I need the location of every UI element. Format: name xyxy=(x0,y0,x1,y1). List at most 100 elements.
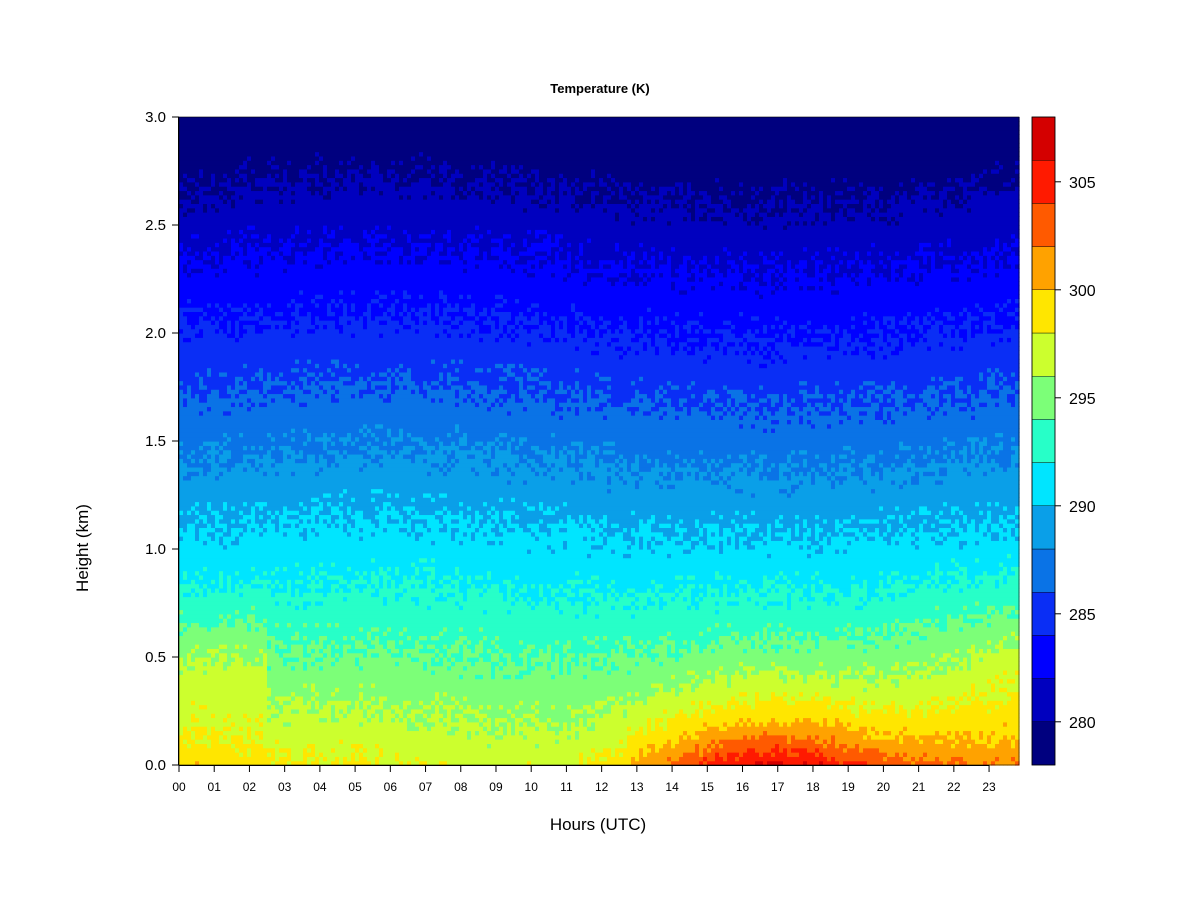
heatmap-cell xyxy=(307,389,312,394)
heatmap-cell xyxy=(191,381,196,386)
heatmap-cell xyxy=(279,320,284,325)
heatmap-cell xyxy=(267,139,272,144)
heatmap-cell xyxy=(271,337,276,342)
heatmap-cell xyxy=(299,709,304,714)
heatmap-cell xyxy=(291,255,296,260)
heatmap-cell xyxy=(227,350,232,355)
heatmap-cell xyxy=(195,510,200,515)
heatmap-cell xyxy=(223,622,228,627)
heatmap-cell xyxy=(219,419,224,424)
heatmap-cell xyxy=(287,264,292,269)
heatmap-cell xyxy=(239,203,244,208)
heatmap-cell xyxy=(235,324,240,329)
heatmap-cell xyxy=(299,186,304,191)
heatmap-cell xyxy=(207,173,212,178)
heatmap-cell xyxy=(235,437,240,442)
heatmap-cell xyxy=(195,679,200,684)
heatmap-cell xyxy=(271,225,276,230)
heatmap-cell xyxy=(199,152,204,157)
heatmap-cell xyxy=(187,117,192,122)
heatmap-cell xyxy=(187,484,192,489)
heatmap-cell xyxy=(195,536,200,541)
heatmap-cell xyxy=(295,463,300,468)
heatmap-cell xyxy=(259,627,264,632)
heatmap-cell xyxy=(211,415,216,420)
heatmap-cell xyxy=(187,190,192,195)
heatmap-cell xyxy=(195,385,200,390)
heatmap-cell xyxy=(235,216,240,221)
heatmap-cell xyxy=(295,320,300,325)
heatmap-cell xyxy=(211,285,216,290)
heatmap-cell xyxy=(251,579,256,584)
heatmap-cell xyxy=(195,216,200,221)
heatmap-cell xyxy=(259,255,264,260)
heatmap-cell xyxy=(203,242,208,247)
heatmap-cell xyxy=(187,156,192,161)
heatmap-cell xyxy=(259,532,264,537)
heatmap-cell xyxy=(291,575,296,580)
heatmap-cell xyxy=(263,584,268,589)
heatmap-cell xyxy=(243,130,248,135)
heatmap-cell xyxy=(295,748,300,753)
heatmap-cell xyxy=(299,298,304,303)
heatmap-cell xyxy=(191,709,196,714)
heatmap-cell xyxy=(283,238,288,243)
heatmap-cell xyxy=(187,605,192,610)
heatmap-cell xyxy=(187,510,192,515)
heatmap-cell xyxy=(247,290,252,295)
heatmap-cell xyxy=(295,540,300,545)
heatmap-cell xyxy=(223,510,228,515)
heatmap-cell xyxy=(307,203,312,208)
heatmap-cell xyxy=(275,363,280,368)
heatmap-cell xyxy=(191,717,196,722)
heatmap-cell xyxy=(223,152,228,157)
heatmap-cell xyxy=(267,316,272,321)
heatmap-cell xyxy=(295,238,300,243)
heatmap-cell xyxy=(259,264,264,269)
heatmap-cell xyxy=(251,355,256,360)
heatmap-cell xyxy=(307,268,312,273)
heatmap-cell xyxy=(275,260,280,265)
heatmap-cell xyxy=(255,199,260,204)
heatmap-cell xyxy=(263,497,268,502)
heatmap-cell xyxy=(251,139,256,144)
heatmap-cell xyxy=(287,523,292,528)
heatmap-cell xyxy=(287,229,292,234)
heatmap-cell xyxy=(199,609,204,614)
heatmap-cell xyxy=(231,385,236,390)
heatmap-cell xyxy=(247,553,252,558)
heatmap-cell xyxy=(191,424,196,429)
heatmap-cell xyxy=(311,653,316,658)
heatmap-cell xyxy=(239,303,244,308)
heatmap-cell xyxy=(199,290,204,295)
heatmap-cell xyxy=(255,476,260,481)
heatmap-cell xyxy=(243,428,248,433)
heatmap-cell xyxy=(255,657,260,662)
heatmap-cell xyxy=(263,627,268,632)
heatmap-cell xyxy=(231,463,236,468)
heatmap-cell xyxy=(243,186,248,191)
heatmap-cell xyxy=(307,437,312,442)
heatmap-cell xyxy=(239,743,244,748)
heatmap-cell xyxy=(223,160,228,165)
heatmap-cell xyxy=(303,346,308,351)
heatmap-cell xyxy=(279,363,284,368)
heatmap-cell xyxy=(203,523,208,528)
heatmap-cell xyxy=(275,705,280,710)
heatmap-cell xyxy=(187,601,192,606)
heatmap-cell xyxy=(199,489,204,494)
heatmap-cell xyxy=(187,121,192,126)
heatmap-cell xyxy=(239,674,244,679)
heatmap-cell xyxy=(295,679,300,684)
heatmap-cell xyxy=(267,670,272,675)
heatmap-cell xyxy=(279,674,284,679)
heatmap-cell xyxy=(187,722,192,727)
heatmap-cell xyxy=(203,177,208,182)
heatmap-cell xyxy=(303,186,308,191)
heatmap-cell xyxy=(223,506,228,511)
heatmap-cell xyxy=(207,234,212,239)
heatmap-cell xyxy=(283,186,288,191)
heatmap-cell xyxy=(291,536,296,541)
heatmap-cell xyxy=(183,160,188,165)
heatmap-cell xyxy=(287,657,292,662)
